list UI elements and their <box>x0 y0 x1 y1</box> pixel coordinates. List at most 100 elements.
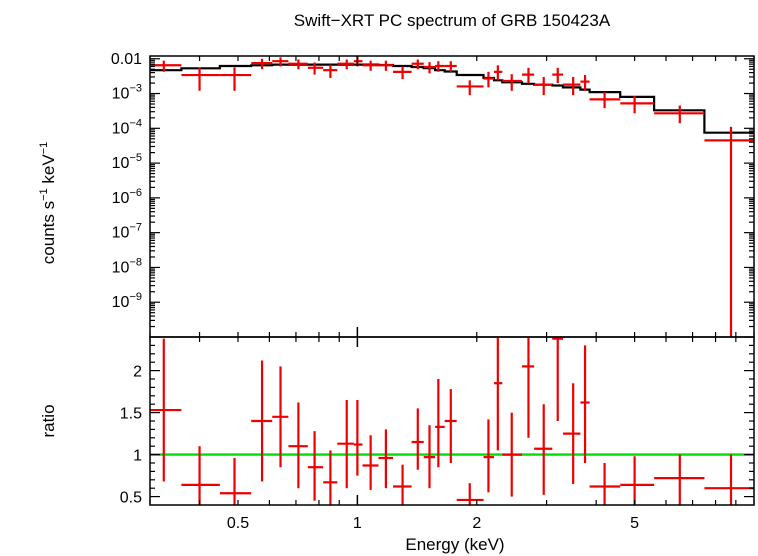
tick-mantissa: 10 <box>112 155 130 172</box>
ratio-point <box>393 464 412 505</box>
ratio-point <box>307 431 324 501</box>
tick-mantissa: 10 <box>112 225 130 242</box>
spectrum-point <box>337 59 354 70</box>
ratio-point <box>483 419 494 493</box>
x-tick-label: 5 <box>630 515 639 532</box>
spectrum-point <box>272 57 289 67</box>
spectrum-point <box>493 65 503 81</box>
ratio-point <box>272 366 289 468</box>
tick-exponent: −8 <box>129 256 142 268</box>
spectrum-point <box>483 71 494 88</box>
spectrum-point <box>307 62 324 75</box>
ratio-point <box>411 408 424 470</box>
spectrum-point <box>423 62 436 74</box>
tick-exponent: −5 <box>129 152 142 164</box>
ratio-point <box>323 450 338 505</box>
tick-mantissa: 10 <box>112 86 130 103</box>
spectrum-point <box>411 59 424 70</box>
spectrum-y-tick-label: 10−9 <box>112 291 142 311</box>
ratio-point <box>654 454 705 505</box>
ratio-point <box>580 345 590 463</box>
ratio-y-tick-label: 2 <box>133 364 142 381</box>
spectrum-point <box>219 67 252 91</box>
x-tick-label: 2 <box>472 515 481 532</box>
spectrum-point <box>444 61 457 72</box>
ratio-y-tick-label: 1.5 <box>120 406 142 423</box>
spectrum-point <box>181 67 220 91</box>
spectrum-point <box>620 95 655 114</box>
spectrum-marks <box>150 56 754 337</box>
spectrum-point <box>704 126 754 337</box>
spectrum-point <box>435 61 445 72</box>
spectrum-point <box>521 67 535 84</box>
tick-mantissa: 10 <box>112 294 130 311</box>
ratio-y-tick-label: 0.5 <box>120 490 142 507</box>
ratio-point <box>493 337 503 451</box>
ratio-point <box>435 379 445 468</box>
spectrum-y-axis-label: counts s−1 keV−1 <box>38 142 58 264</box>
ratio-point <box>563 383 581 484</box>
spectrum-point <box>654 105 705 124</box>
ratio-point <box>362 435 379 490</box>
ratio-point <box>288 402 308 489</box>
ratio-point <box>534 404 553 495</box>
ratio-point <box>150 338 182 482</box>
spectrum-point <box>534 76 553 96</box>
ratio-point <box>620 456 655 505</box>
x-axis-label: Energy (keV) <box>405 535 504 554</box>
ratio-point <box>181 446 220 505</box>
spectrum-point <box>323 64 338 78</box>
ratio-point <box>704 454 754 505</box>
spectrum-point <box>288 59 308 70</box>
ratio-point <box>353 400 363 476</box>
tick-exponent: −6 <box>129 187 142 199</box>
ratio-y-axis-label: ratio <box>39 404 58 437</box>
tick-exponent: −7 <box>129 222 142 234</box>
ratio-panel: 0.5 1 1.5 2 0.5 1 2 5 ratio <box>39 336 755 532</box>
ratio-point <box>502 412 522 497</box>
ratio-point <box>219 457 252 505</box>
spectrum-y-tick-label: 10−4 <box>112 117 142 137</box>
tick-exponent: −4 <box>129 117 142 129</box>
tick-mantissa: 10 <box>112 190 130 207</box>
spectrum-point <box>552 67 564 84</box>
spectrum-y-tick-label: 10−5 <box>112 152 142 172</box>
spectrum-y-tick-label: 10−7 <box>112 222 142 242</box>
ratio-point <box>423 425 436 489</box>
y-label-sup1: −1 <box>38 188 50 201</box>
y-label-mid: keV <box>39 154 58 189</box>
spectrum-point <box>150 60 182 72</box>
spectrum-point <box>580 75 590 91</box>
ratio-point <box>521 337 535 438</box>
chart-title: Swift−XRT PC spectrum of GRB 150423A <box>294 11 611 30</box>
x-tick-label: 0.5 <box>227 515 249 532</box>
ratio-point <box>456 483 484 505</box>
y-label-main: counts s <box>39 201 58 264</box>
ratio-point <box>589 463 621 505</box>
ratio-point <box>444 389 457 463</box>
spectrum-point <box>563 76 581 96</box>
ratio-point <box>552 337 564 421</box>
tick-mantissa: 10 <box>112 120 130 137</box>
tick-mantissa: 10 <box>112 259 130 276</box>
spectrum-point <box>456 80 484 96</box>
tick-exponent: −9 <box>129 291 142 303</box>
x-tick-label: 1 <box>353 515 362 532</box>
spectrum-y-tick-label: 10−6 <box>112 187 142 207</box>
tick-mantissa: 0.01 <box>111 51 142 68</box>
ratio-point <box>378 429 394 489</box>
y-label-sup2: −1 <box>38 142 50 155</box>
spectrum-point <box>362 60 379 71</box>
ratio-point <box>251 360 273 482</box>
spectrum-y-tick-label: 10−3 <box>112 83 142 103</box>
ratio-axes: 0.5 1 1.5 2 0.5 1 2 5 <box>120 336 755 532</box>
ratio-point <box>337 400 354 489</box>
spectrum-frame <box>149 55 755 338</box>
spectrum-point <box>393 66 412 80</box>
spectrum-point <box>251 58 273 70</box>
tick-exponent: −3 <box>129 83 142 95</box>
spectrum-point <box>378 60 394 71</box>
